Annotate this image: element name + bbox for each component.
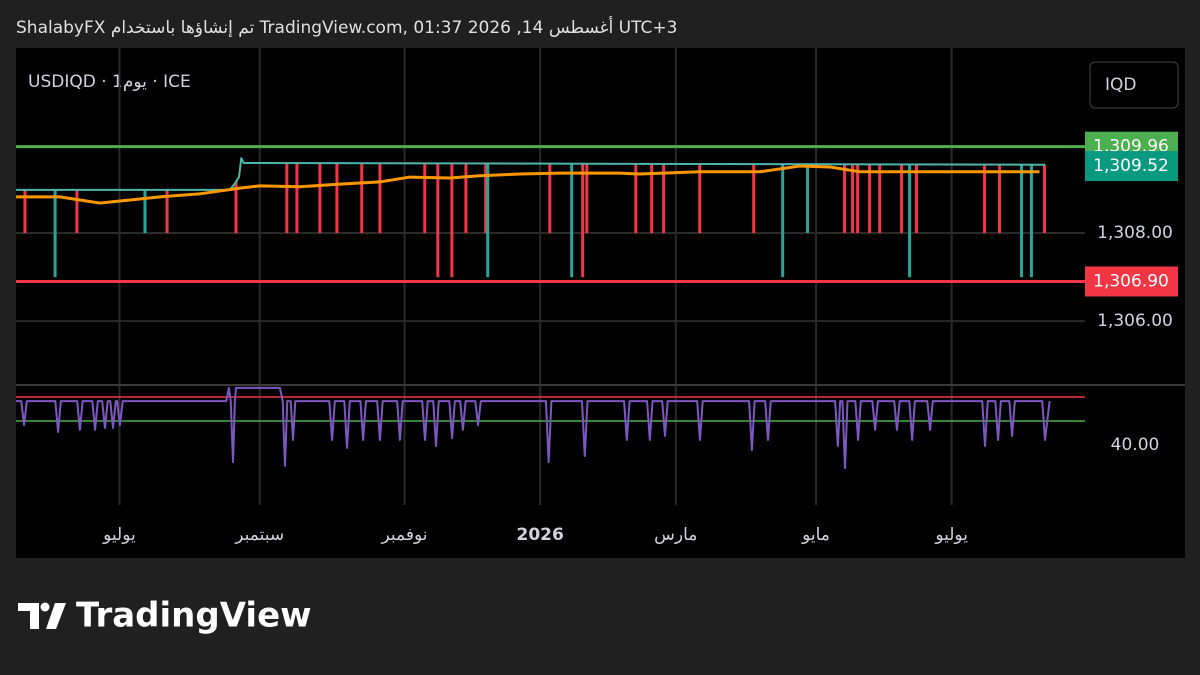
price-tag [1085,151,1178,182]
logo-icon [18,603,39,629]
x-tick-label: نوفمبر [381,525,428,545]
x-tick-label: مايو [801,525,830,545]
x-tick-label: يوليو [102,525,136,545]
price-line [16,386,1051,470]
y-tick-label: 40.00 [1111,435,1160,455]
x-tick-label: 2026 [516,525,563,545]
currency-box[interactable] [1089,61,1179,109]
header: ShalabyFX تم إنشاؤها باستخدام TradingVie… [16,18,678,38]
x-tick-label: مارس [654,525,697,545]
price-tag [1085,266,1178,297]
logo-icon [46,603,66,629]
y-tick-label: 1,306.00 [1097,311,1173,331]
x-tick-label: يوليو [934,525,968,545]
chart-title: USDIQD · 1يوم · ICE [28,72,191,92]
currency: IQD [1105,75,1137,95]
price-tag-label: 1,306.90 [1093,271,1169,291]
x-tick-label: سبتمبر [234,525,284,545]
logo-text: TradingView [76,596,312,636]
chart-background [16,48,1185,558]
logo-icon [40,602,50,612]
price-line [16,164,1040,205]
price-tag-label: 1,309.52 [1093,156,1169,176]
y-tick-label: 1,308.00 [1097,223,1173,243]
